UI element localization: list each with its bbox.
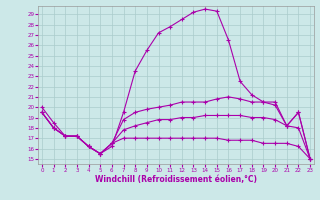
X-axis label: Windchill (Refroidissement éolien,°C): Windchill (Refroidissement éolien,°C)	[95, 175, 257, 184]
